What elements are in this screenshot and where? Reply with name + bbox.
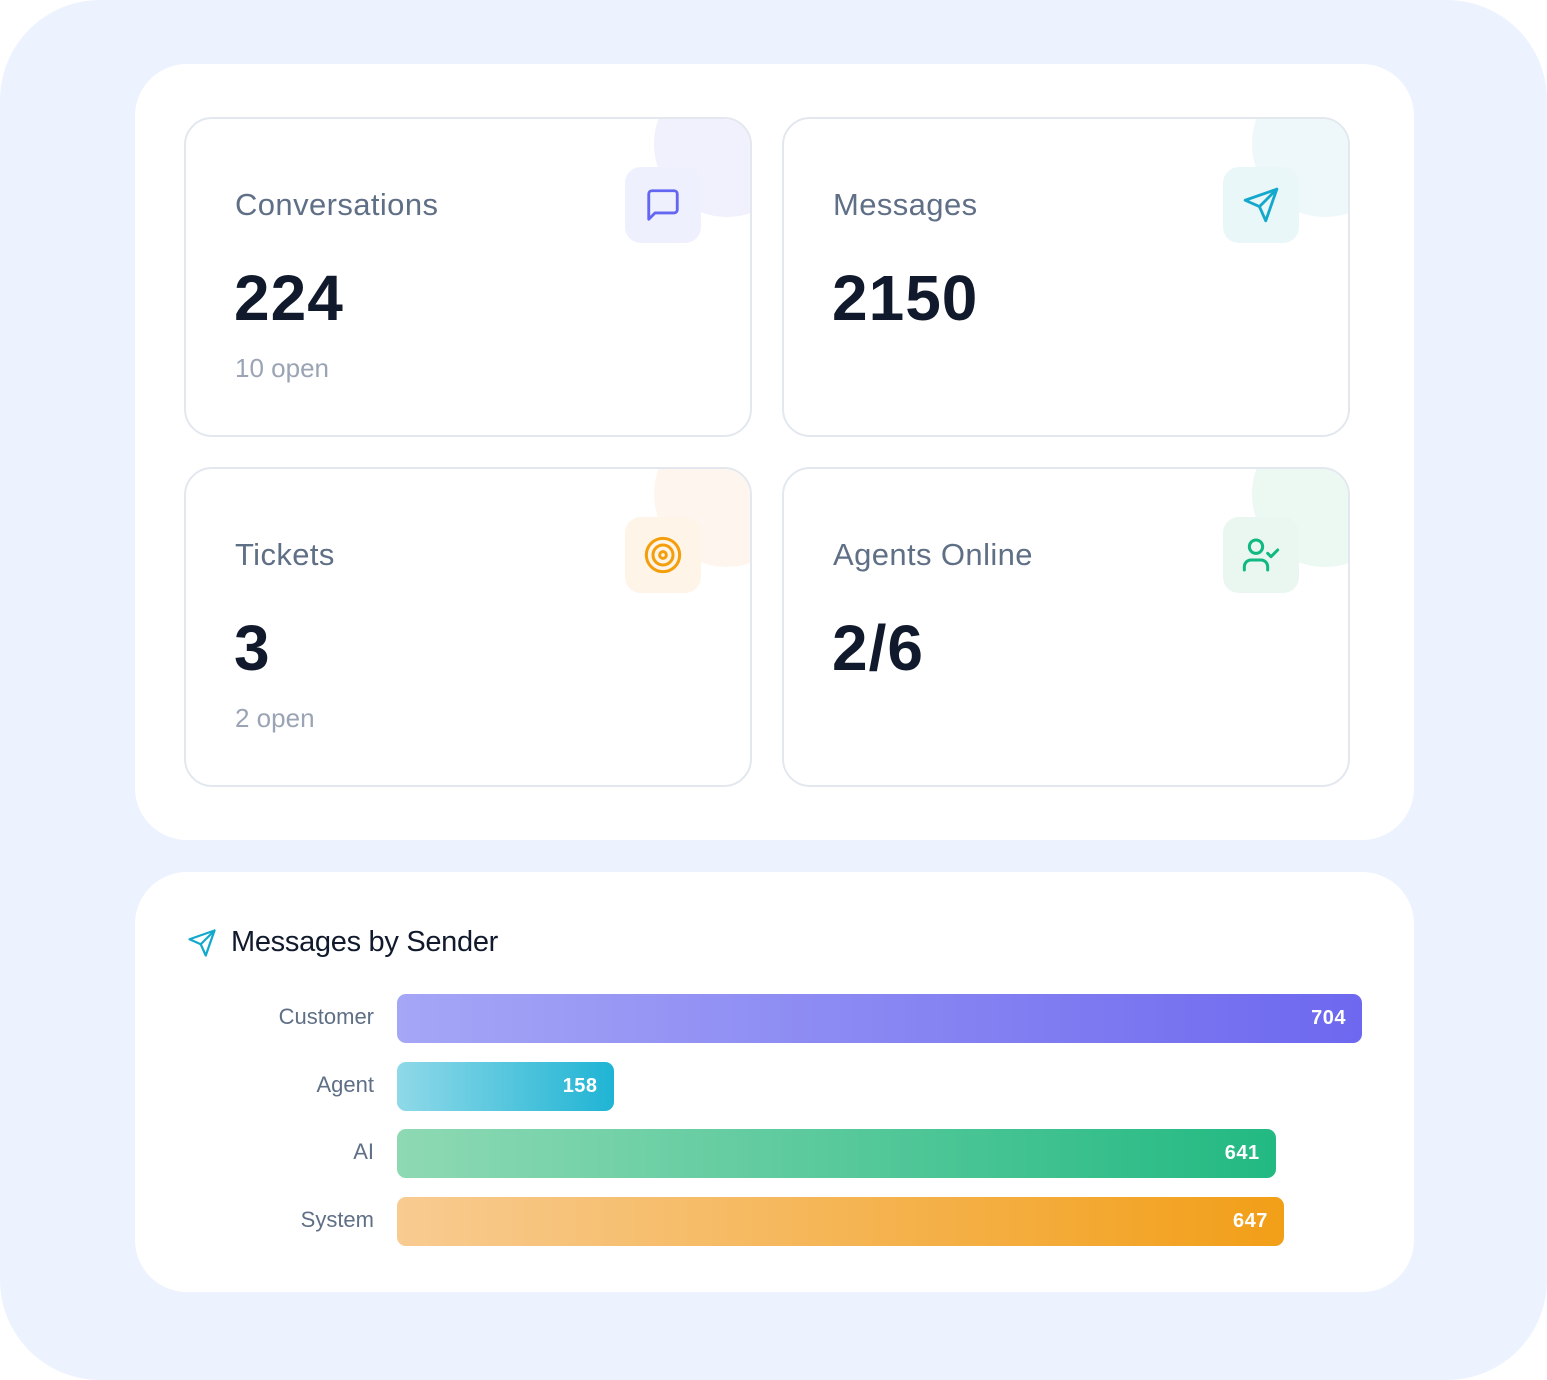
- stat-card-messages[interactable]: Messages 2150: [782, 117, 1350, 437]
- stat-value: 2150: [832, 262, 979, 334]
- bar-value-label: 647: [1232, 1210, 1268, 1232]
- tickets-icon-box: [625, 517, 701, 593]
- stat-label: Messages: [833, 187, 978, 222]
- bar-track: 158: [397, 1062, 1362, 1111]
- bar-system: 647: [397, 1197, 1284, 1246]
- stat-card-conversations[interactable]: Conversations 224 10 open: [184, 117, 752, 437]
- bar-value-label: 158: [562, 1075, 598, 1097]
- stat-label: Conversations: [235, 187, 439, 222]
- bar-track: 641: [397, 1129, 1362, 1178]
- bar-customer: 704: [397, 994, 1362, 1043]
- bar-value-label: 641: [1224, 1142, 1260, 1164]
- stat-label: Agents Online: [833, 537, 1033, 572]
- stat-label: Tickets: [235, 537, 335, 572]
- bar-row-ai: AI 641: [135, 1129, 1414, 1178]
- agents-icon-box: [1223, 517, 1299, 593]
- stat-value: 224: [234, 262, 344, 334]
- bar-row-agent: Agent 158: [135, 1062, 1414, 1111]
- user-check-icon: [1242, 538, 1280, 572]
- stat-card-agents-online[interactable]: Agents Online 2/6: [782, 467, 1350, 787]
- bar-track: 704: [397, 994, 1362, 1043]
- bar-value-label: 704: [1311, 1007, 1346, 1029]
- messages-by-sender-panel: Messages by Sender Customer 704 Agent 15…: [135, 872, 1414, 1292]
- bar-label: System: [300, 1207, 374, 1232]
- stat-card-tickets[interactable]: Tickets 3 2 open: [184, 467, 752, 787]
- stat-subtext: 2 open: [235, 703, 315, 733]
- messages-icon-box: [1223, 167, 1299, 243]
- bar-label: Agent: [316, 1072, 375, 1097]
- send-icon: [188, 928, 216, 957]
- bar-row-system: System 647: [135, 1197, 1414, 1246]
- chart-title: Messages by Sender: [231, 926, 499, 958]
- bar-agent: 158: [397, 1062, 614, 1111]
- bar-ai: 641: [397, 1129, 1276, 1178]
- target-icon: [644, 536, 682, 574]
- stat-value: 2/6: [832, 612, 924, 684]
- stat-subtext: 10 open: [235, 353, 329, 383]
- bar-row-customer: Customer 704: [135, 994, 1414, 1043]
- bar-label: AI: [353, 1139, 374, 1164]
- bar-label: Customer: [278, 1004, 374, 1029]
- stats-panel: Conversations 224 10 open Messages 2150: [135, 64, 1414, 840]
- chart-header: Messages by Sender: [187, 926, 498, 959]
- message-square-icon: [647, 189, 679, 221]
- stat-value: 3: [234, 612, 271, 684]
- bar-track: 647: [397, 1197, 1362, 1246]
- conversations-icon-box: [625, 167, 701, 243]
- send-icon: [1243, 187, 1279, 223]
